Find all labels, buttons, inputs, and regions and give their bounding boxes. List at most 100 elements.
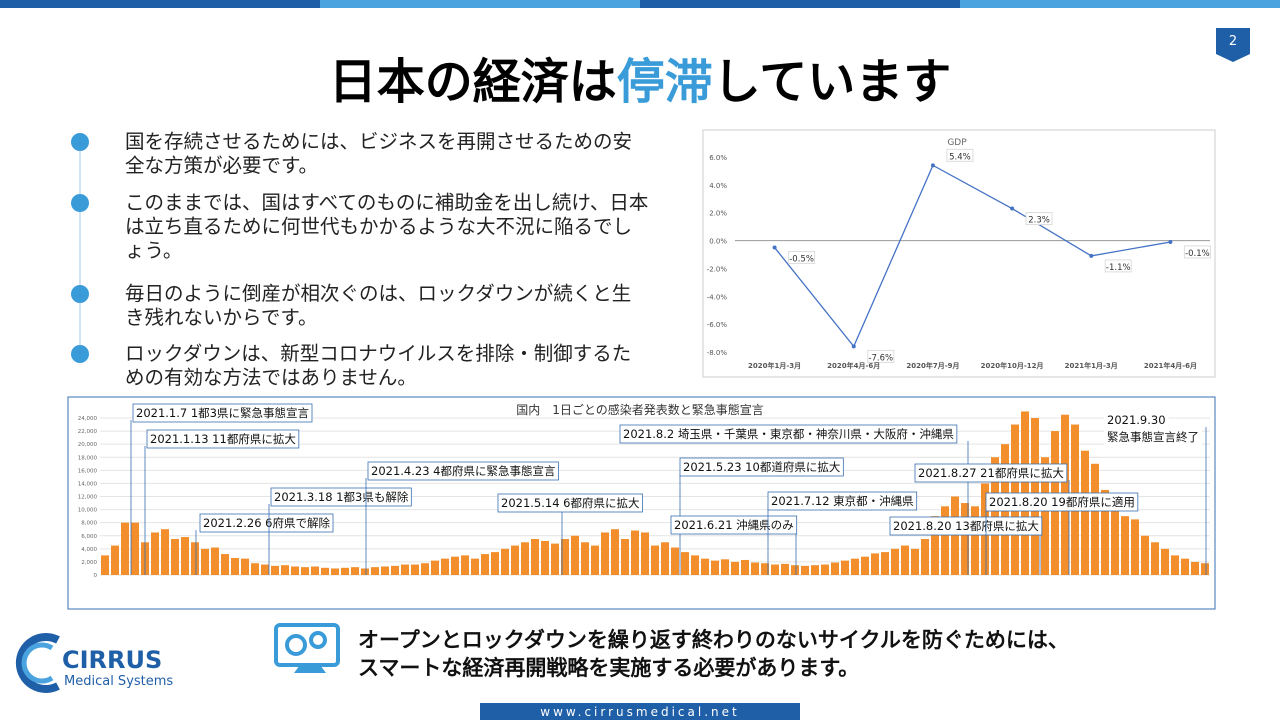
bar xyxy=(331,568,339,575)
annotation-text: 2021.1.7 1都3県に緊急事態宣言 xyxy=(136,406,309,420)
bar xyxy=(971,506,979,575)
bullet-dot xyxy=(71,133,89,151)
annotation-text: 2021.8.20 19都府県に適用 xyxy=(989,495,1135,509)
value-label-bg xyxy=(1183,245,1211,259)
bar xyxy=(841,560,849,575)
bar xyxy=(641,532,649,575)
bar xyxy=(811,565,819,575)
bar xyxy=(671,547,679,575)
bar xyxy=(231,557,239,575)
value-label-bg xyxy=(1104,259,1132,273)
annotation-box xyxy=(132,403,313,423)
annotation-box xyxy=(767,491,918,511)
logo-name: CIRRUS xyxy=(62,646,162,674)
bar xyxy=(1131,519,1139,575)
annotation-text: 2021.1.13 11都府県に拡大 xyxy=(150,432,296,446)
annotation-box xyxy=(270,487,412,507)
annotation: 2021.1.7 1都3県に緊急事態宣言 xyxy=(132,403,313,423)
bar xyxy=(511,545,519,575)
annotation-text: 2021.8.2 埼玉県・千葉県・東京都・神奈川県・大阪府・沖縄県 xyxy=(623,427,954,441)
bar xyxy=(591,545,599,575)
bar xyxy=(451,556,459,575)
annotation-box xyxy=(679,457,844,477)
bar xyxy=(541,540,549,575)
annotation: 2021.8.27 21都府県に拡大 xyxy=(914,463,1068,483)
bar xyxy=(951,496,959,575)
bar xyxy=(151,532,159,575)
bar xyxy=(721,559,729,575)
bullet-text: このままでは、国はすべてのものに補助金を出し続け、日本は立ち直るために何世代もか… xyxy=(125,191,649,262)
bar xyxy=(881,552,889,575)
url: www.cirrusmedical.net xyxy=(540,705,739,719)
value-label-bg xyxy=(1025,212,1053,226)
annotation-box xyxy=(985,492,1139,512)
x-tick-label: 2020年4月-6月 xyxy=(827,361,880,370)
annotation-box xyxy=(619,424,958,444)
bar xyxy=(961,503,969,575)
top-bar xyxy=(640,0,960,8)
bar xyxy=(941,506,949,575)
annotation-text: 2021.5.23 10都道府県に拡大 xyxy=(683,460,841,474)
bar xyxy=(261,564,269,575)
bar xyxy=(351,567,359,575)
x-tick-label: 2020年1月-3月 xyxy=(748,361,801,370)
bar xyxy=(101,555,109,575)
value-label: -1.1% xyxy=(1106,263,1131,273)
y-tick-label: 18,000 xyxy=(78,455,98,461)
title: 日本の経済は停滞しています xyxy=(329,54,952,110)
bar xyxy=(851,558,859,575)
bar xyxy=(1181,558,1189,575)
bar xyxy=(121,522,129,575)
y-tick-label: 4,000 xyxy=(81,547,97,553)
y-tick-label: 22,000 xyxy=(78,429,98,435)
bar xyxy=(371,567,379,575)
annotation: 2021.8.20 19都府県に適用 xyxy=(985,492,1139,512)
y-tick-label: 0 xyxy=(94,573,98,579)
y-tick-label: 10,000 xyxy=(78,508,98,514)
top-bar xyxy=(960,0,1280,8)
annotation: 2021.1.13 11都府県に拡大 xyxy=(146,429,300,449)
bar xyxy=(131,522,139,575)
bar xyxy=(761,563,769,575)
bar xyxy=(991,457,999,575)
bar xyxy=(501,548,509,575)
bar xyxy=(691,555,699,575)
bar xyxy=(441,558,449,575)
bar xyxy=(211,547,219,575)
bar xyxy=(901,545,909,575)
bar xyxy=(1141,535,1149,575)
bar xyxy=(651,545,659,575)
y-tick-label: 2,000 xyxy=(81,560,97,566)
annotation-text: 緊急事態宣言終了 xyxy=(1107,430,1199,444)
y-tick-label: 6.0% xyxy=(709,154,727,162)
title-part: 日本の経済は xyxy=(329,54,617,110)
value-label-bg xyxy=(788,251,816,265)
bar xyxy=(491,552,499,575)
bullet-dot xyxy=(71,194,89,212)
bar xyxy=(1081,450,1089,575)
bar xyxy=(301,567,309,575)
y-tick-label: 20,000 xyxy=(78,442,98,448)
bar xyxy=(741,559,749,575)
annotation: 2021.6.21 沖縄県のみ xyxy=(670,515,798,535)
annotation-text: 2021.8.27 21都府県に拡大 xyxy=(918,466,1064,480)
annotation: 2021.5.14 6都府県に拡大 xyxy=(497,493,643,513)
y-tick-label: -2.0% xyxy=(707,265,728,273)
chart-title: 国内 1日ごとの感染者発表数と緊急事態宣言 xyxy=(516,402,764,417)
gdp-line xyxy=(774,164,1171,348)
bar xyxy=(801,565,809,575)
point xyxy=(1010,206,1015,211)
y-tick-label: 16,000 xyxy=(78,468,98,474)
bar xyxy=(1121,516,1129,575)
y-tick-label: 12,000 xyxy=(78,495,98,501)
annotation-box xyxy=(914,463,1068,483)
point xyxy=(1089,253,1094,258)
bar xyxy=(771,564,779,575)
bar xyxy=(191,542,199,575)
annotation: 緊急事態宣言終了 xyxy=(1104,428,1202,446)
bar xyxy=(561,539,569,575)
bar xyxy=(221,554,229,575)
annotation-text: 2021.4.23 4都府県に緊急事態宣言 xyxy=(371,464,556,478)
bar xyxy=(361,568,369,575)
